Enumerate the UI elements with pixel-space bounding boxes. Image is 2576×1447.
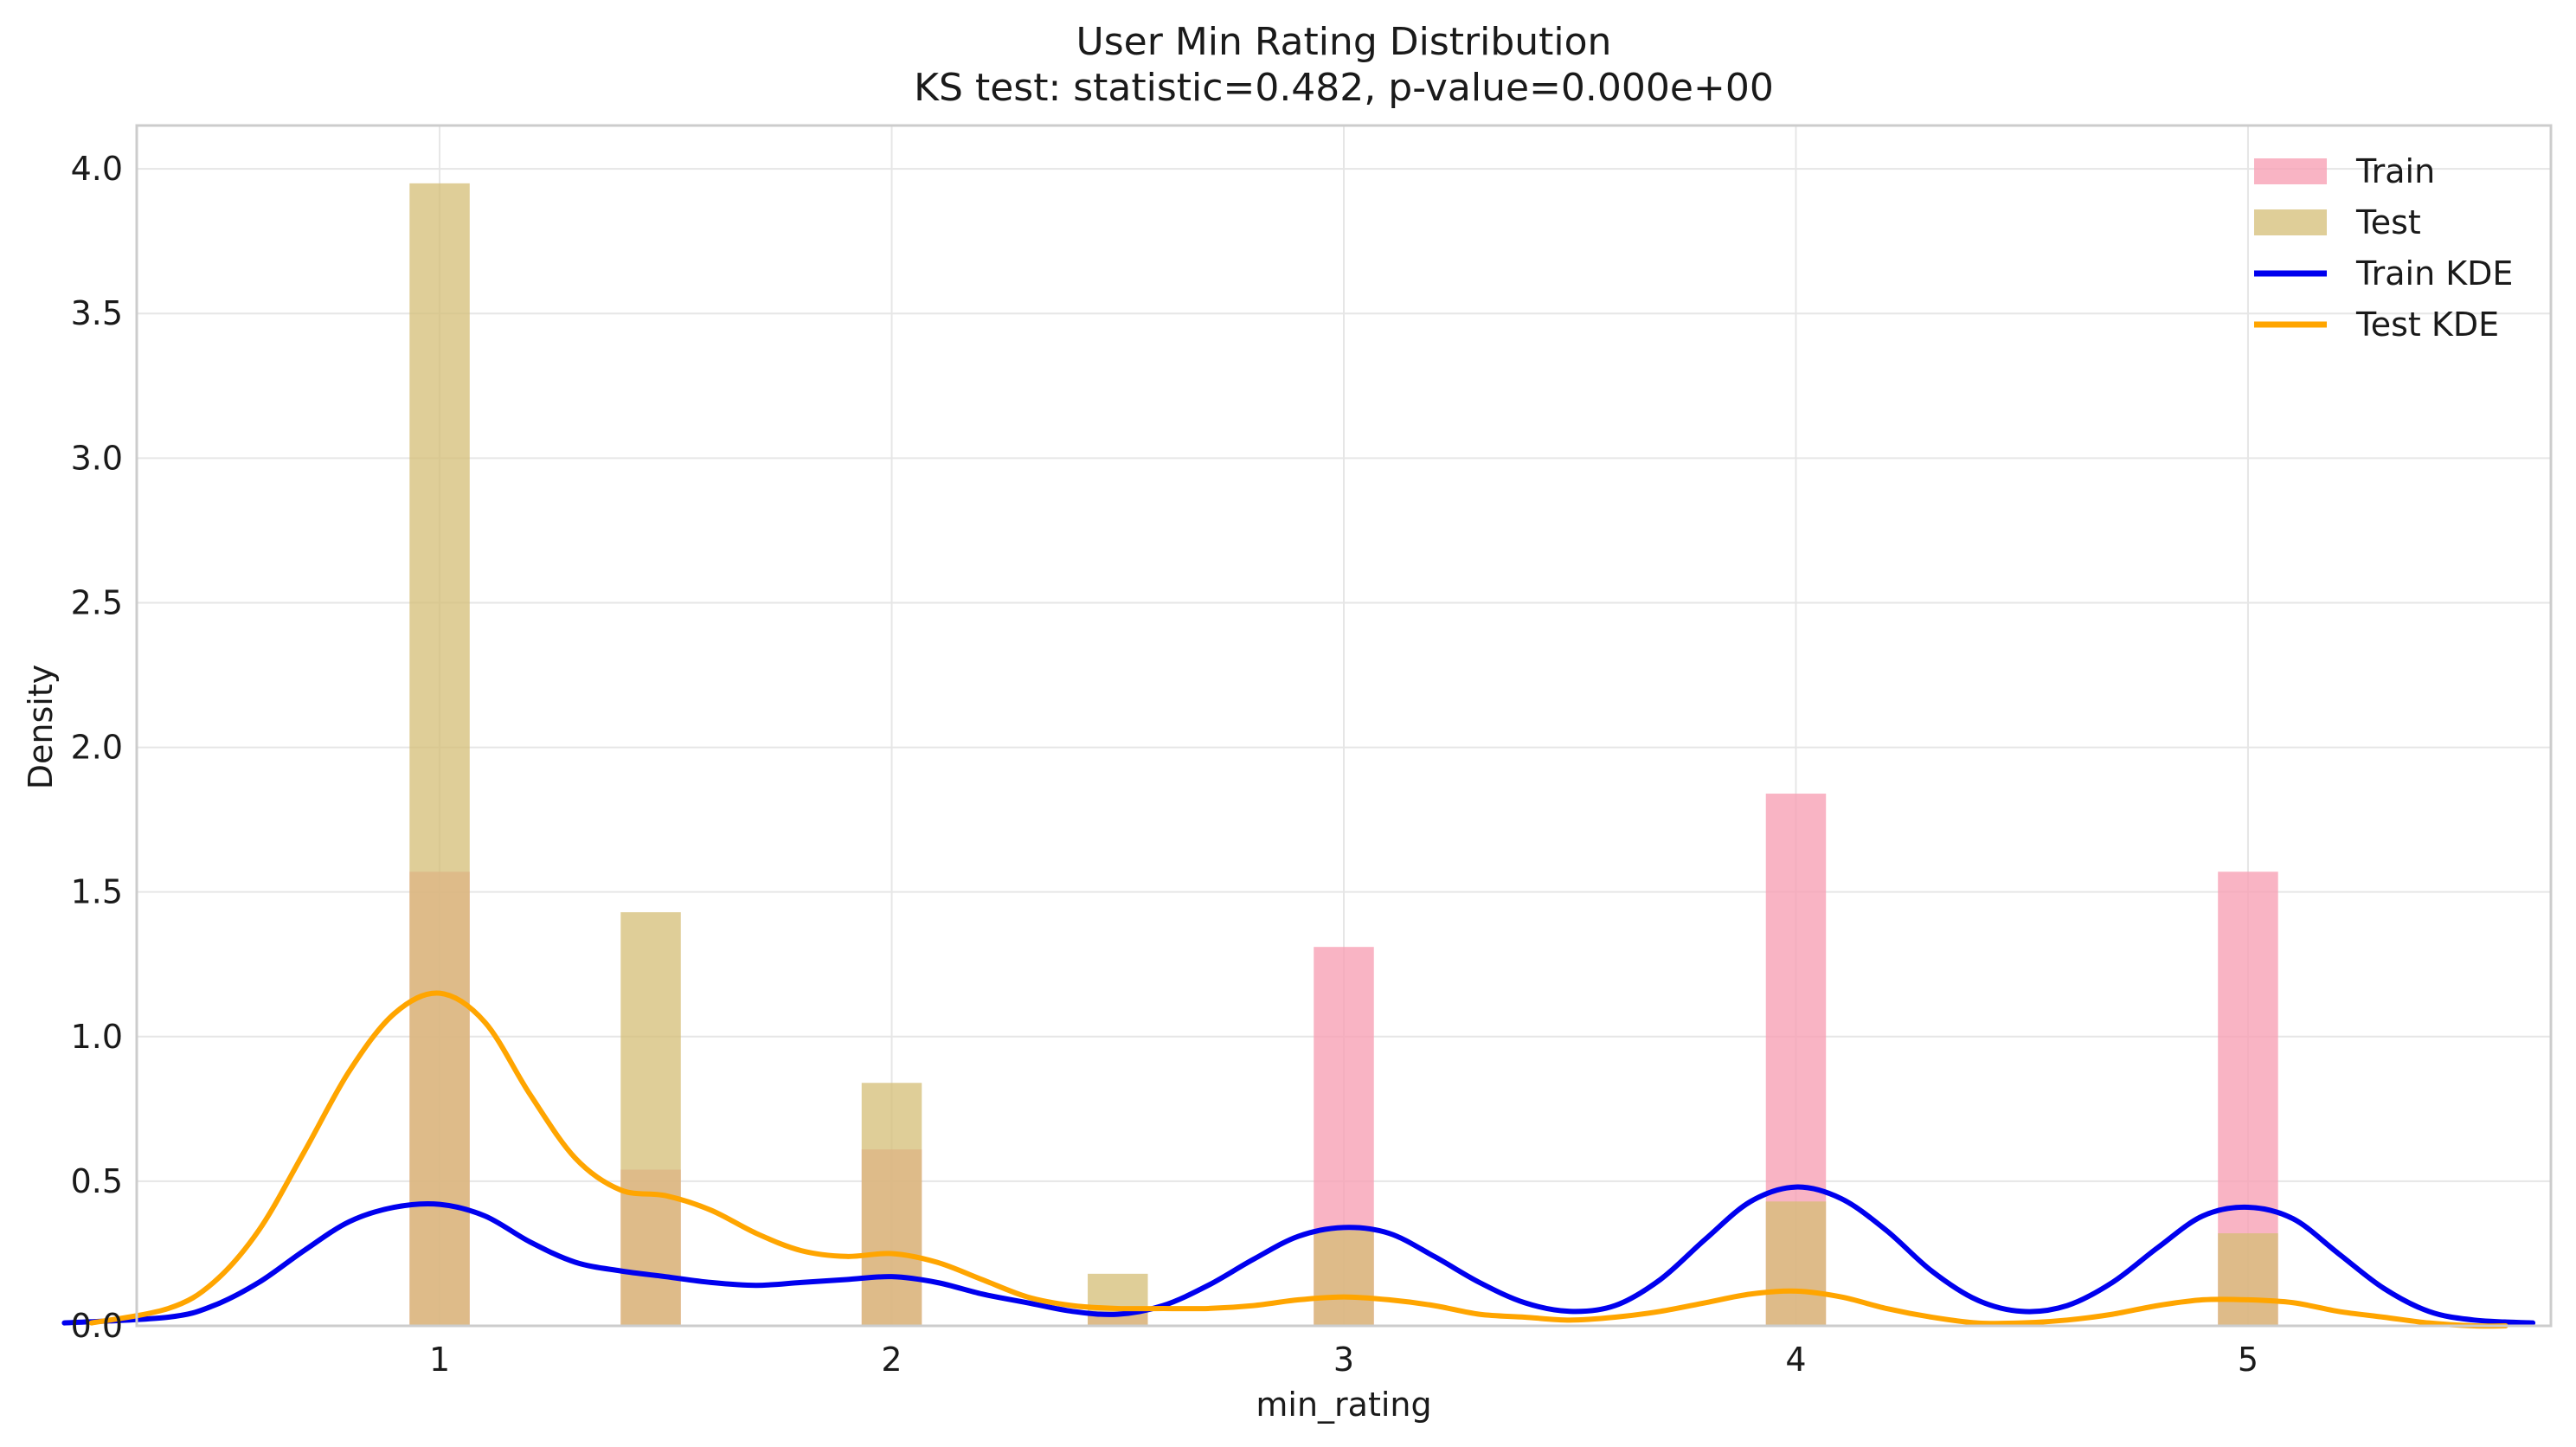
- bar-test-5: [1765, 1201, 1827, 1326]
- legend-label-test-kde: Test KDE: [2355, 305, 2499, 344]
- y-tick-label-8: 4.0: [71, 150, 123, 188]
- x-tick-label-3: 4: [1785, 1341, 1806, 1379]
- bar-test-0: [409, 183, 470, 1326]
- legend: Train Test Train KDE Test KDE: [2254, 152, 2513, 344]
- y-tick-label-1: 0.5: [71, 1162, 123, 1200]
- legend-label-train: Train: [2355, 152, 2435, 190]
- bars-layer: [409, 183, 2278, 1326]
- legend-swatch-train: [2254, 158, 2327, 184]
- x-axis-label: min_rating: [1256, 1386, 1431, 1424]
- ticks-layer: 1 2 3 4 5 0.0 0.5 1.0 1.5 2.0 2.5 3.0 3.5 4.0: [71, 150, 2258, 1379]
- y-tick-label-0: 0.0: [71, 1307, 123, 1345]
- y-tick-label-3: 1.5: [71, 873, 123, 911]
- chart-subtitle: KS test: statistic=0.482, p-value=0.000e…: [914, 66, 1774, 110]
- y-tick-label-7: 3.5: [71, 294, 123, 332]
- plot-frame: [135, 124, 2553, 1328]
- y-tick-label-6: 3.0: [71, 439, 123, 477]
- legend-label-train-kde: Train KDE: [2355, 254, 2513, 293]
- x-tick-label-0: 1: [429, 1341, 450, 1379]
- legend-swatch-test: [2254, 209, 2327, 235]
- x-tick-label-1: 2: [881, 1341, 902, 1379]
- y-tick-label-5: 2.5: [71, 583, 123, 621]
- x-tick-label-2: 3: [1333, 1341, 1354, 1379]
- bar-test-2: [861, 1083, 922, 1326]
- chart-title: User Min Rating Distribution: [1076, 20, 1612, 64]
- bar-test-4: [1314, 1230, 1374, 1326]
- legend-label-test: Test: [2355, 203, 2421, 241]
- kde-layer: [61, 990, 2536, 1329]
- bar-test-6: [2218, 1233, 2278, 1326]
- bar-test-3: [1088, 1273, 1148, 1326]
- y-tick-label-4: 2.0: [71, 729, 123, 767]
- kde-line-test-kde: [88, 990, 2509, 1329]
- kde-line-train-kde: [61, 1184, 2536, 1326]
- y-tick-label-2: 1.0: [71, 1018, 123, 1056]
- y-axis-label: Density: [22, 665, 60, 789]
- x-tick-label-4: 5: [2238, 1341, 2258, 1379]
- bar-test-1: [620, 912, 681, 1326]
